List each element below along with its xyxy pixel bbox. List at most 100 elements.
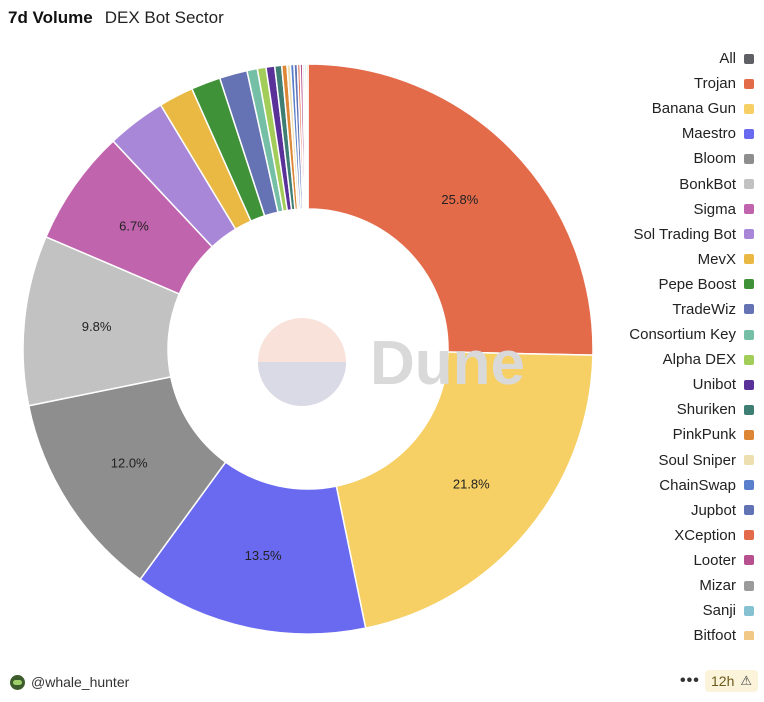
legend-swatch [744, 128, 754, 139]
legend-swatch [744, 555, 754, 566]
legend-item-looter[interactable]: Looter [554, 548, 754, 573]
avatar [10, 674, 25, 690]
legend-swatch [744, 505, 754, 516]
legend-label: ChainSwap [659, 476, 736, 494]
legend-swatch [744, 379, 754, 390]
dune-watermark: Dune [258, 318, 525, 406]
slice-label-sigma: 6.7% [119, 219, 149, 234]
slice-bitfoot[interactable] [305, 63, 309, 210]
legend-label: Sol Trading Bot [633, 225, 736, 243]
legend-swatch [744, 254, 754, 265]
legend-item-sanji[interactable]: Sanji [554, 598, 754, 623]
legend-swatch [744, 480, 754, 491]
legend-item-mevx[interactable]: MevX [554, 247, 754, 272]
legend-swatch [744, 329, 754, 340]
legend-item-trojan[interactable]: Trojan [554, 71, 754, 96]
legend-label: Alpha DEX [662, 351, 736, 369]
legend-swatch [744, 229, 754, 240]
chart-header: 7d Volume DEX Bot Sector [8, 8, 224, 30]
legend-label: Mizar [699, 577, 736, 595]
legend-item-sol-trading-bot[interactable]: Sol Trading Bot [554, 222, 754, 247]
slice-label-banana-gun: 21.8% [453, 476, 490, 491]
legend-label: Bloom [693, 150, 736, 168]
legend-item-mizar[interactable]: Mizar [554, 573, 754, 598]
legend-swatch [744, 279, 754, 290]
legend-label: BonkBot [679, 175, 736, 193]
legend-label: Soul Sniper [658, 451, 736, 469]
legend-label: Maestro [681, 125, 736, 143]
legend-swatch [744, 530, 754, 541]
chart-legend: All Trojan Banana Gun Maestro Bloom BonkBot Si… [554, 46, 754, 640]
slice-maestro[interactable] [139, 461, 367, 635]
chart-title: 7d Volume [8, 8, 93, 27]
legend-swatch [744, 304, 754, 315]
legend-swatch [744, 179, 754, 190]
freshness-badge[interactable]: 12h ⚠ [705, 670, 759, 692]
author-name: @whale_hunter [31, 674, 130, 690]
legend-item-bitfoot[interactable]: Bitfoot [554, 623, 754, 640]
watermark-circle-bottom [258, 362, 346, 406]
legend-label: Bitfoot [693, 627, 736, 640]
legend-label: Sigma [693, 200, 736, 218]
legend-label: Trojan [694, 75, 736, 93]
author-link[interactable]: @whale_hunter [10, 674, 129, 690]
slice-label-trojan: 25.8% [441, 192, 478, 207]
legend-swatch [744, 630, 754, 640]
legend-item-xception[interactable]: XCeption [554, 523, 754, 548]
legend-swatch [744, 153, 754, 164]
legend-label: Looter [693, 551, 736, 569]
legend-item-pepe-boost[interactable]: Pepe Boost [554, 272, 754, 297]
legend-swatch [744, 429, 754, 440]
legend-label: MevX [697, 250, 736, 268]
legend-item-banana-gun[interactable]: Banana Gun [554, 96, 754, 121]
slice-label-bloom: 12.0% [111, 455, 148, 470]
legend-label: Shuriken [676, 401, 736, 419]
legend-item-jupbot[interactable]: Jupbot [554, 498, 754, 523]
legend-swatch [744, 354, 754, 365]
slice-bloom[interactable] [27, 376, 227, 581]
slice-trojan[interactable] [307, 63, 594, 356]
legend-item-consortium-key[interactable]: Consortium Key [554, 322, 754, 347]
legend-item-bonkbot[interactable]: BonkBot [554, 171, 754, 196]
watermark-text: Dune [370, 329, 525, 398]
legend-item-all[interactable]: All [554, 46, 754, 71]
legend-item-sigma[interactable]: Sigma [554, 197, 754, 222]
slice-label-bonkbot: 9.8% [82, 319, 112, 334]
legend-item-soul-sniper[interactable]: Soul Sniper [554, 448, 754, 473]
slice-banana-gun[interactable] [335, 351, 594, 629]
legend-label: Sanji [702, 602, 736, 620]
legend-label: Jupbot [690, 501, 736, 519]
legend-swatch [744, 580, 754, 591]
legend-item-shuriken[interactable]: Shuriken [554, 397, 754, 422]
legend-label: All [719, 50, 736, 68]
more-options-button[interactable]: ••• [680, 672, 700, 689]
age-label: 12h [711, 673, 735, 689]
slice-label-maestro: 13.5% [245, 548, 282, 563]
donut-chart: 25.8% 21.8% 13.5% 12.0% 9.8% 6.7% Dune [22, 63, 594, 635]
legend-label: Unibot [692, 376, 736, 394]
legend-label: Banana Gun [651, 100, 736, 118]
legend-swatch [744, 605, 754, 616]
legend-label: Pepe Boost [658, 275, 736, 293]
legend-item-unibot[interactable]: Unibot [554, 372, 754, 397]
slices-group [22, 63, 594, 635]
chart-subtitle: DEX Bot Sector [104, 8, 224, 27]
labels-group: 25.8% 21.8% 13.5% 12.0% 9.8% 6.7% [82, 192, 490, 563]
legend-swatch [744, 455, 754, 466]
legend-item-bloom[interactable]: Bloom [554, 146, 754, 171]
legend-label: PinkPunk [672, 426, 736, 444]
legend-swatch [744, 404, 754, 415]
legend-swatch [744, 53, 754, 64]
warning-icon: ⚠ [740, 673, 753, 688]
legend-label: TradeWiz [672, 300, 736, 318]
legend-item-pinkpunk[interactable]: PinkPunk [554, 422, 754, 447]
legend-item-tradewiz[interactable]: TradeWiz [554, 297, 754, 322]
legend-item-maestro[interactable]: Maestro [554, 121, 754, 146]
legend-swatch [744, 103, 754, 114]
legend-item-chainswap[interactable]: ChainSwap [554, 473, 754, 498]
legend-label: Consortium Key [629, 326, 736, 344]
legend-swatch [744, 78, 754, 89]
legend-item-alpha-dex[interactable]: Alpha DEX [554, 347, 754, 372]
legend-swatch [744, 204, 754, 215]
legend-label: XCeption [674, 526, 736, 544]
